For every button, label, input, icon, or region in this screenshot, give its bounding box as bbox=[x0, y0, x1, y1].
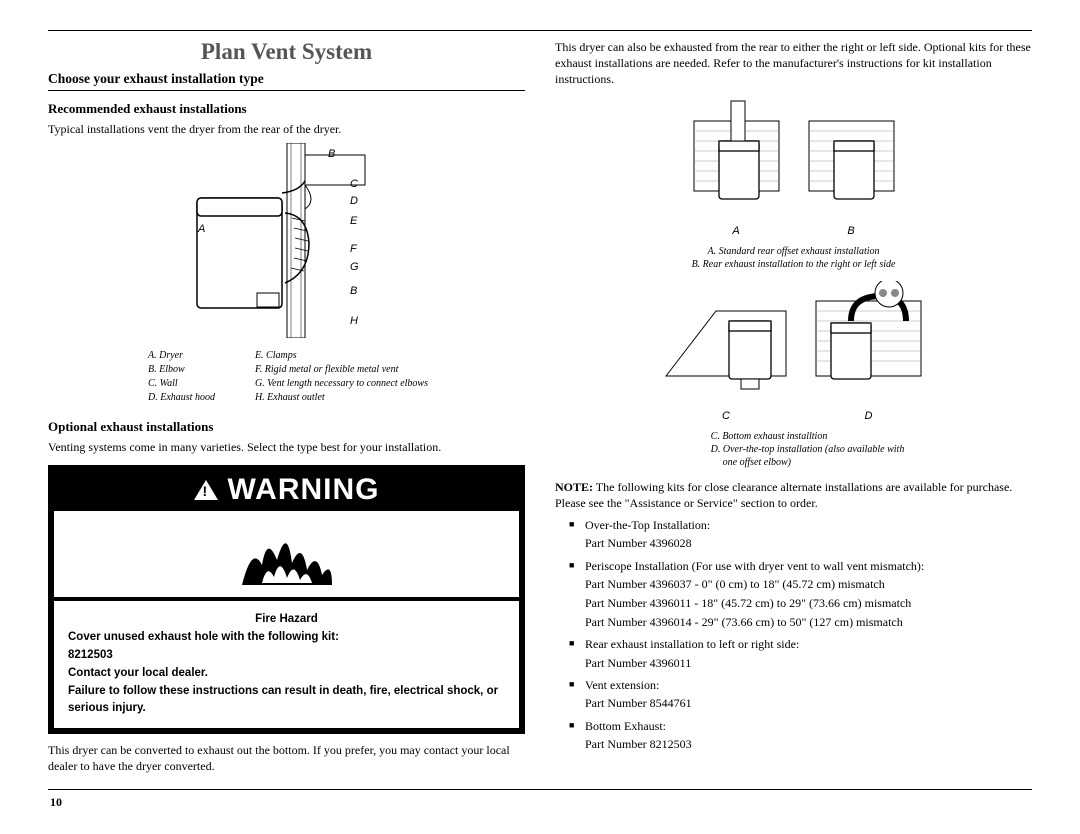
dryer-diagram: B C D E A F G B H bbox=[48, 143, 525, 343]
install-diagram-d bbox=[811, 281, 926, 401]
right-intro: This dryer can also be exhausted from th… bbox=[555, 39, 1032, 88]
section-title: Plan Vent System bbox=[48, 39, 525, 65]
list-item: Periscope Installation (For use with dry… bbox=[569, 558, 1032, 633]
note-paragraph: NOTE: The following kits for close clear… bbox=[555, 479, 1032, 511]
list-item: Vent extension: Part Number 8544761 bbox=[569, 677, 1032, 714]
caption-row1: A. Standard rear offset exhaust installa… bbox=[555, 245, 1032, 271]
fire-icon bbox=[54, 511, 519, 597]
caption-row2: C. Bottom exhaust installtion D. Over-th… bbox=[555, 430, 1032, 469]
install-diagram-a bbox=[689, 96, 784, 216]
warning-word: WARNING bbox=[228, 473, 380, 507]
diagram-legend: A. Dryer B. Elbow C. Wall D. Exhaust hoo… bbox=[148, 349, 525, 405]
bottom-rule bbox=[48, 789, 1032, 790]
install-row-2: C D bbox=[555, 281, 1032, 422]
install-diagram-c bbox=[661, 281, 791, 401]
page-number: 10 bbox=[50, 795, 62, 810]
optional-heading: Optional exhaust installations bbox=[48, 419, 525, 435]
list-item: Over-the-Top Installation: Part Number 4… bbox=[569, 517, 1032, 554]
warning-box: WARNING Fire Hazard Cover unused exhaust… bbox=[48, 465, 525, 734]
kit-list: Over-the-Top Installation: Part Number 4… bbox=[569, 517, 1032, 754]
left-column: Plan Vent System Choose your exhaust ins… bbox=[48, 39, 525, 781]
recommended-body: Typical installations vent the dryer fro… bbox=[48, 121, 525, 137]
list-item: Bottom Exhaust: Part Number 8212503 bbox=[569, 718, 1032, 755]
list-item: Rear exhaust installation to left or rig… bbox=[569, 636, 1032, 673]
install-diagram-b bbox=[804, 96, 899, 216]
warning-triangle-icon bbox=[194, 480, 218, 500]
warning-text: Fire Hazard Cover unused exhaust hole wi… bbox=[54, 601, 519, 728]
optional-body: Venting systems come in many varieties. … bbox=[48, 439, 525, 455]
bottom-paragraph: This dryer can be converted to exhaust o… bbox=[48, 742, 525, 774]
right-column: This dryer can also be exhausted from th… bbox=[555, 39, 1032, 781]
install-row-1: A B bbox=[555, 96, 1032, 237]
subsection-heading: Choose your exhaust installation type bbox=[48, 71, 525, 91]
recommended-heading: Recommended exhaust installations bbox=[48, 101, 525, 117]
